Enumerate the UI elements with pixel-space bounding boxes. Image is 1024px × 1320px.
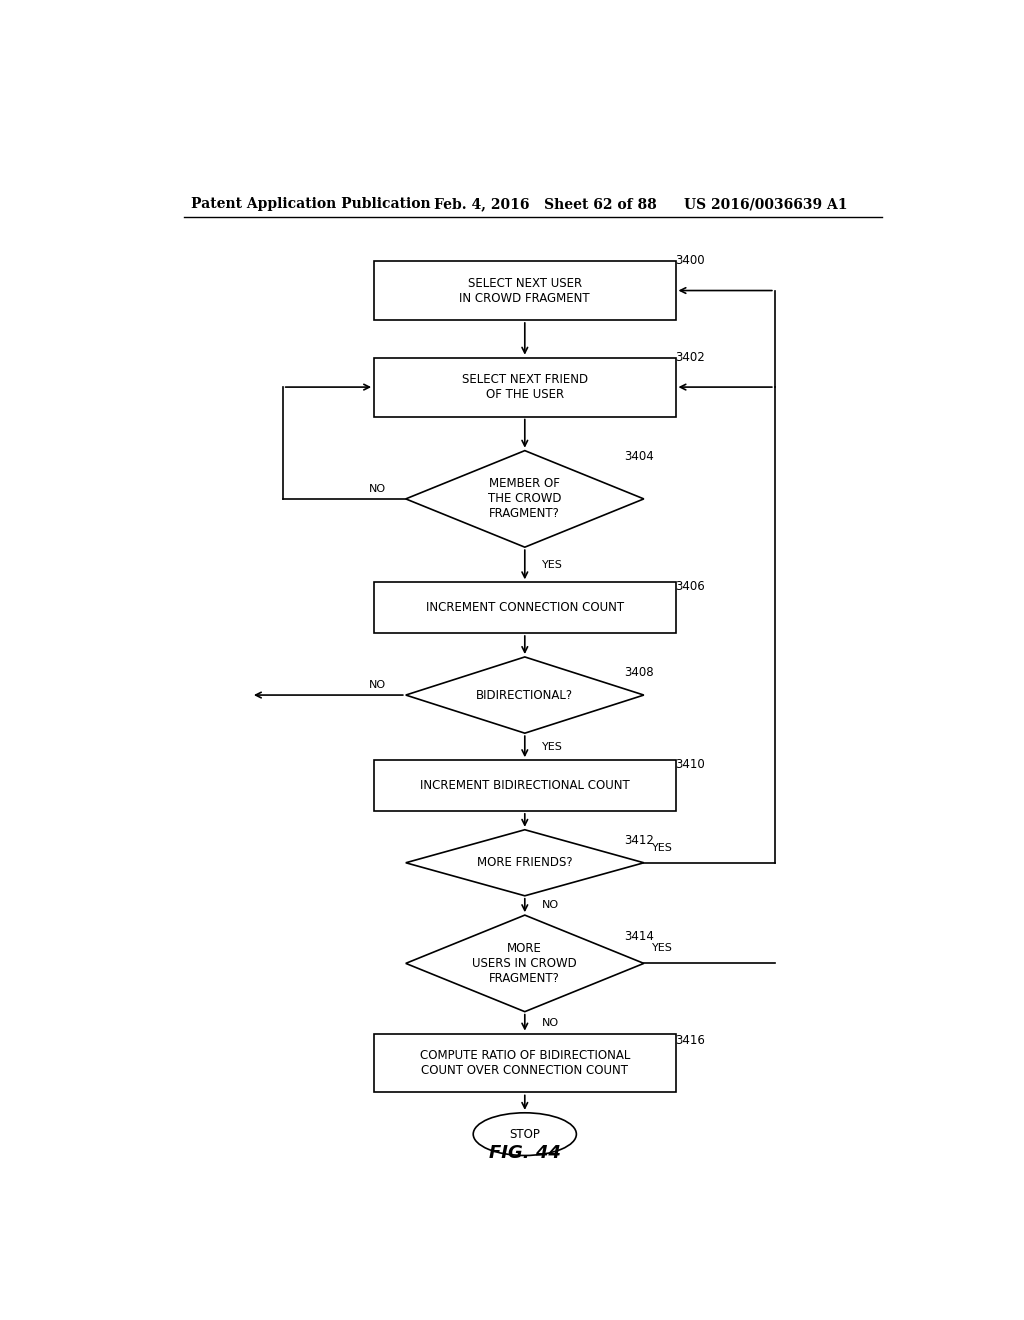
- Text: 3406: 3406: [676, 581, 706, 594]
- Text: 3404: 3404: [624, 450, 653, 463]
- Text: 3414: 3414: [624, 931, 654, 942]
- Polygon shape: [406, 450, 644, 548]
- Text: NO: NO: [543, 900, 559, 911]
- FancyBboxPatch shape: [374, 261, 676, 319]
- Text: Feb. 4, 2016   Sheet 62 of 88: Feb. 4, 2016 Sheet 62 of 88: [433, 197, 656, 211]
- FancyBboxPatch shape: [374, 358, 676, 417]
- Text: 3400: 3400: [676, 255, 706, 267]
- Text: 3410: 3410: [676, 758, 706, 771]
- Text: NO: NO: [369, 484, 386, 494]
- Text: 3416: 3416: [676, 1034, 706, 1047]
- Text: NO: NO: [543, 1018, 559, 1027]
- FancyBboxPatch shape: [374, 760, 676, 810]
- Text: YES: YES: [652, 842, 673, 853]
- Text: YES: YES: [652, 944, 673, 953]
- Text: Patent Application Publication: Patent Application Publication: [191, 197, 431, 211]
- Text: MORE
USERS IN CROWD
FRAGMENT?: MORE USERS IN CROWD FRAGMENT?: [472, 942, 578, 985]
- Text: FIG. 44: FIG. 44: [488, 1143, 561, 1162]
- Text: NO: NO: [369, 680, 386, 690]
- Text: SELECT NEXT USER
IN CROWD FRAGMENT: SELECT NEXT USER IN CROWD FRAGMENT: [460, 276, 590, 305]
- FancyBboxPatch shape: [374, 582, 676, 634]
- Text: YES: YES: [543, 560, 563, 570]
- Text: 3408: 3408: [624, 665, 653, 678]
- Text: MORE FRIENDS?: MORE FRIENDS?: [477, 857, 572, 870]
- Text: COMPUTE RATIO OF BIDIRECTIONAL
COUNT OVER CONNECTION COUNT: COMPUTE RATIO OF BIDIRECTIONAL COUNT OVE…: [420, 1049, 630, 1077]
- Text: SELECT NEXT FRIEND
OF THE USER: SELECT NEXT FRIEND OF THE USER: [462, 374, 588, 401]
- FancyBboxPatch shape: [374, 1034, 676, 1093]
- Text: 3402: 3402: [676, 351, 706, 364]
- Text: US 2016/0036639 A1: US 2016/0036639 A1: [684, 197, 847, 211]
- Text: MEMBER OF
THE CROWD
FRAGMENT?: MEMBER OF THE CROWD FRAGMENT?: [488, 478, 561, 520]
- Text: INCREMENT CONNECTION COUNT: INCREMENT CONNECTION COUNT: [426, 601, 624, 614]
- Text: 3412: 3412: [624, 833, 654, 846]
- Text: YES: YES: [543, 742, 563, 751]
- Polygon shape: [406, 830, 644, 896]
- Polygon shape: [406, 915, 644, 1011]
- Text: STOP: STOP: [509, 1127, 541, 1140]
- Text: BIDIRECTIONAL?: BIDIRECTIONAL?: [476, 689, 573, 701]
- Text: INCREMENT BIDIRECTIONAL COUNT: INCREMENT BIDIRECTIONAL COUNT: [420, 779, 630, 792]
- Ellipse shape: [473, 1113, 577, 1155]
- Polygon shape: [406, 657, 644, 733]
